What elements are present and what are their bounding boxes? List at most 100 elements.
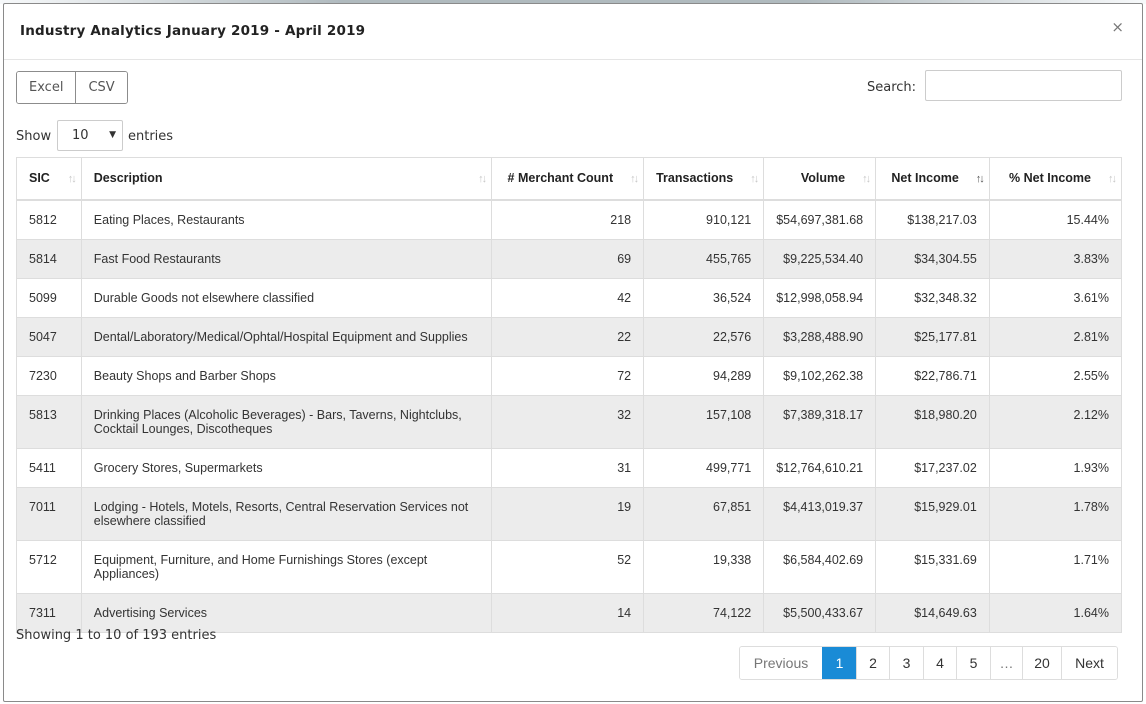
cell-net-income: $15,929.01 bbox=[875, 487, 990, 540]
cell-description: Beauty Shops and Barber Shops bbox=[80, 356, 493, 395]
column-header-label: % Net Income bbox=[1009, 171, 1091, 186]
cell-sic: 7230 bbox=[16, 356, 82, 395]
column-header-label: # Merchant Count bbox=[507, 171, 614, 186]
sort-descending-icon: ↑↓ bbox=[975, 173, 985, 185]
table-row: 5712 Equipment, Furniture, and Home Furni… bbox=[16, 540, 1123, 593]
cell-pct-net-income: 15.44% bbox=[988, 199, 1123, 239]
cell-volume: $12,998,058.94 bbox=[763, 278, 877, 317]
cell-sic: 5411 bbox=[16, 448, 82, 487]
cell-volume: $54,697,381.68 bbox=[763, 199, 877, 239]
cell-net-income: $34,304.55 bbox=[875, 239, 990, 278]
table-row: 5813 Drinking Places (Alcoholic Beverages… bbox=[16, 395, 1123, 448]
cell-description: Durable Goods not elsewhere classified bbox=[80, 278, 493, 317]
column-header-label: SIC bbox=[29, 171, 50, 186]
sort-arrows-icon: ↑↓ bbox=[630, 173, 639, 185]
cell-transactions: 19,338 bbox=[643, 540, 765, 593]
table-row: 7230 Beauty Shops and Barber Shops 72 94,28… bbox=[16, 356, 1123, 395]
cell-sic: 5812 bbox=[16, 199, 82, 239]
cell-net-income: $18,980.20 bbox=[875, 395, 990, 448]
column-header-label: Description bbox=[93, 171, 163, 186]
cell-merchant-count: 19 bbox=[491, 487, 645, 540]
cell-sic: 5047 bbox=[16, 317, 82, 356]
sort-arrows-icon: ↑↓ bbox=[862, 173, 871, 185]
cell-transactions: 157,108 bbox=[643, 395, 765, 448]
table-row: 7311 Advertising Services 14 74,122 $5,500,4… bbox=[16, 593, 1123, 632]
cell-sic: 5099 bbox=[16, 278, 82, 317]
cell-net-income: $14,649.63 bbox=[875, 593, 990, 632]
export-button-group: Excel CSV bbox=[16, 71, 128, 104]
entries-length-value: 10 bbox=[72, 128, 89, 143]
page-button-3[interactable]: 3 bbox=[889, 647, 923, 679]
cell-transactions: 74,122 bbox=[643, 593, 765, 632]
cell-volume: $7,389,318.17 bbox=[763, 395, 877, 448]
column-header-net-income[interactable]: Net Income ↑↓ bbox=[875, 157, 990, 201]
cell-volume: $5,500,433.67 bbox=[763, 593, 877, 632]
cell-transactions: 94,289 bbox=[643, 356, 765, 395]
column-header-description[interactable]: Description ↑↓ bbox=[80, 157, 493, 201]
entries-length-select[interactable]: 10 ▼ bbox=[57, 120, 123, 151]
cell-sic: 7011 bbox=[16, 487, 82, 540]
table-info: Showing 1 to 10 of 193 entries bbox=[16, 628, 217, 643]
cell-pct-net-income: 2.81% bbox=[988, 317, 1123, 356]
cell-merchant-count: 31 bbox=[491, 448, 645, 487]
sort-arrows-icon: ↑↓ bbox=[67, 173, 77, 185]
top-accent-bar bbox=[0, 0, 1146, 4]
sort-arrows-icon: ↑↓ bbox=[750, 173, 759, 185]
column-header-transactions[interactable]: Transactions ↑↓ bbox=[643, 157, 765, 201]
page-button-4[interactable]: 4 bbox=[923, 647, 956, 679]
cell-volume: $9,102,262.38 bbox=[763, 356, 877, 395]
industry-table: SIC ↑↓ Description ↑↓ # Merchant Count ↑↓ T… bbox=[16, 157, 1123, 633]
table-row: 5099 Durable Goods not elsewhere classifi… bbox=[16, 278, 1123, 317]
csv-button[interactable]: CSV bbox=[75, 72, 127, 103]
sort-arrows-icon: ↑↓ bbox=[478, 173, 487, 185]
search-input[interactable] bbox=[925, 70, 1122, 101]
entries-label: entries bbox=[128, 129, 174, 144]
cell-transactions: 22,576 bbox=[643, 317, 765, 356]
next-button[interactable]: Next bbox=[1061, 647, 1117, 679]
cell-pct-net-income: 2.12% bbox=[988, 395, 1123, 448]
table-row: 5411 Grocery Stores, Supermarkets 31 499,77… bbox=[16, 448, 1123, 487]
page-button-5[interactable]: 5 bbox=[956, 647, 990, 679]
page-ellipsis: … bbox=[990, 647, 1022, 679]
table-row: 5812 Eating Places, Restaurants 218 910,121… bbox=[16, 199, 1123, 239]
cell-description: Dental/Laboratory/Medical/Ophtal/Hospita… bbox=[80, 317, 493, 356]
previous-button[interactable]: Previous bbox=[740, 647, 822, 679]
cell-pct-net-income: 1.64% bbox=[988, 593, 1123, 632]
table-row: 5047 Dental/Laboratory/Medical/Ophtal/Hos… bbox=[16, 317, 1123, 356]
cell-net-income: $15,331.69 bbox=[875, 540, 990, 593]
cell-net-income: $17,237.02 bbox=[875, 448, 990, 487]
pagination: Previous 1 2 3 4 5 … 20 Next bbox=[739, 646, 1118, 680]
cell-description: Drinking Places (Alcoholic Beverages) - … bbox=[80, 395, 493, 448]
page-button-1[interactable]: 1 bbox=[822, 647, 856, 679]
cell-sic: 7311 bbox=[16, 593, 82, 632]
page-button-2[interactable]: 2 bbox=[856, 647, 889, 679]
cell-merchant-count: 32 bbox=[491, 395, 645, 448]
column-header-pct-net-income[interactable]: % Net Income ↑↓ bbox=[988, 157, 1123, 201]
cell-merchant-count: 22 bbox=[491, 317, 645, 356]
cell-description: Fast Food Restaurants bbox=[80, 239, 493, 278]
page-button-20[interactable]: 20 bbox=[1022, 647, 1061, 679]
column-header-label: Transactions bbox=[656, 171, 734, 186]
cell-merchant-count: 218 bbox=[491, 199, 645, 239]
excel-button[interactable]: Excel bbox=[17, 72, 76, 103]
cell-transactions: 455,765 bbox=[643, 239, 765, 278]
cell-pct-net-income: 1.71% bbox=[988, 540, 1123, 593]
cell-description: Advertising Services bbox=[80, 593, 493, 632]
cell-merchant-count: 42 bbox=[491, 278, 645, 317]
cell-volume: $3,288,488.90 bbox=[763, 317, 877, 356]
cell-pct-net-income: 1.93% bbox=[988, 448, 1123, 487]
cell-sic: 5712 bbox=[16, 540, 82, 593]
column-header-sic[interactable]: SIC ↑↓ bbox=[16, 157, 82, 201]
cell-transactions: 67,851 bbox=[643, 487, 765, 540]
cell-merchant-count: 72 bbox=[491, 356, 645, 395]
cell-transactions: 499,771 bbox=[643, 448, 765, 487]
close-icon[interactable]: × bbox=[1111, 18, 1124, 36]
cell-pct-net-income: 3.61% bbox=[988, 278, 1123, 317]
column-header-merchant-count[interactable]: # Merchant Count ↑↓ bbox=[491, 157, 645, 201]
column-header-volume[interactable]: Volume ↑↓ bbox=[763, 157, 877, 201]
table-row: 7011 Lodging - Hotels, Motels, Resorts, C… bbox=[16, 487, 1123, 540]
cell-transactions: 36,524 bbox=[643, 278, 765, 317]
cell-merchant-count: 52 bbox=[491, 540, 645, 593]
cell-sic: 5813 bbox=[16, 395, 82, 448]
cell-net-income: $22,786.71 bbox=[875, 356, 990, 395]
